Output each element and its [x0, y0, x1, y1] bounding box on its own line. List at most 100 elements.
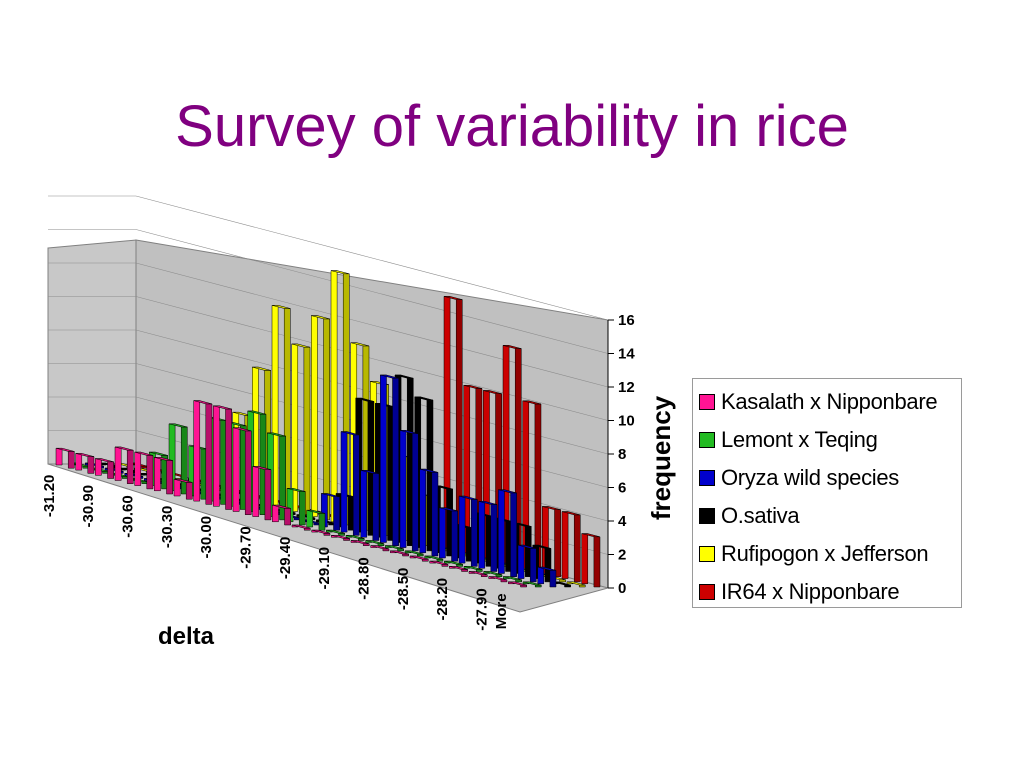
bar: [75, 453, 95, 474]
bar-top: [443, 296, 463, 300]
legend-swatch: [699, 470, 715, 486]
bar-side: [397, 548, 404, 552]
bar-side: [480, 574, 488, 577]
legend-swatch: [699, 584, 715, 600]
bar-top: [252, 366, 271, 371]
bar: [306, 509, 326, 531]
bar-side: [338, 533, 345, 536]
bar-top: [252, 466, 272, 470]
bar: [55, 447, 75, 469]
bar-side: [126, 449, 134, 484]
bar-top: [478, 501, 498, 505]
y-tick-label: 6: [618, 480, 626, 497]
bar-top: [173, 478, 193, 483]
bar-top: [272, 504, 291, 509]
bar: [444, 560, 463, 567]
bar-top: [463, 385, 483, 389]
x-tick-label: -30.30: [159, 506, 176, 549]
y-tick-label: 0: [618, 580, 626, 597]
bar-top: [498, 489, 517, 494]
bar: [483, 571, 503, 577]
bar-front: [291, 343, 299, 512]
bar: [360, 470, 380, 541]
bar-top: [350, 540, 370, 544]
bar-front: [252, 466, 260, 517]
bar: [409, 555, 429, 562]
bar-top: [522, 581, 542, 586]
bar: [370, 545, 390, 552]
bar: [503, 576, 522, 583]
bar-top: [537, 566, 557, 571]
bar-side: [461, 569, 468, 572]
bar-side: [520, 584, 527, 588]
x-tick-label: -31.20: [41, 475, 58, 518]
bar-front: [340, 431, 348, 533]
y-tick-label: 4: [618, 513, 627, 530]
bar-front: [232, 427, 240, 512]
legend-swatch: [699, 508, 715, 524]
legend-label: Oryza wild species: [721, 465, 899, 490]
bar-side: [573, 514, 581, 583]
bar-front: [330, 270, 338, 523]
bar: [561, 511, 581, 583]
bar-top: [385, 545, 404, 550]
bar-top: [227, 422, 247, 427]
x-tick-label: -30.00: [198, 516, 215, 559]
bar: [537, 566, 557, 588]
bar-side: [534, 584, 542, 588]
bar: [468, 571, 488, 577]
bar-front: [517, 544, 525, 579]
bar-front: [193, 400, 201, 502]
y-tick-label: 2: [618, 547, 626, 564]
bar-top: [434, 485, 453, 490]
bar-top: [439, 507, 458, 512]
legend-item: Rufipogon x Jefferson: [699, 535, 955, 573]
bar-top: [267, 432, 286, 437]
bar-front: [498, 489, 505, 574]
bar: [517, 544, 537, 583]
legend-item: O.sativa: [699, 497, 955, 535]
bar-top: [561, 511, 581, 516]
bar-top: [193, 400, 213, 405]
bar: [390, 550, 409, 557]
bar-top: [321, 493, 340, 497]
bar-top: [488, 576, 508, 581]
bar-top: [502, 345, 522, 349]
bar-front: [95, 458, 102, 476]
bar-front: [419, 468, 427, 554]
bar: [439, 507, 458, 562]
bar-top: [552, 581, 571, 586]
bar: [429, 560, 449, 567]
bar-top: [149, 451, 168, 456]
bar-top: [429, 560, 449, 565]
bar-side: [515, 579, 522, 583]
bar-front: [55, 447, 63, 466]
bar-front: [360, 470, 368, 538]
bar-side: [416, 553, 424, 557]
bar-side: [421, 558, 429, 562]
bar-front: [154, 457, 161, 492]
bar-side: [475, 569, 483, 572]
bar-side: [529, 548, 537, 583]
bar-top: [508, 581, 527, 586]
bar-top: [345, 535, 365, 539]
bar-top: [380, 374, 399, 379]
bar-top: [75, 453, 95, 457]
y-tick-label: 12: [618, 379, 635, 396]
x-tick-label: -28.80: [356, 557, 373, 600]
bar-side: [441, 564, 449, 567]
bar-top: [542, 506, 561, 510]
bar-front: [439, 507, 446, 559]
bar-side: [500, 579, 508, 583]
bar-top: [517, 544, 537, 549]
bar-front: [114, 446, 122, 481]
bar-top: [232, 427, 252, 432]
x-tick-label: -29.10: [316, 547, 333, 590]
x-tick-label: -28.50: [395, 568, 412, 611]
bar-side: [495, 574, 503, 577]
bar: [291, 343, 311, 515]
bar-side: [343, 538, 350, 541]
bar-front: [581, 533, 589, 585]
bar-front: [561, 511, 569, 579]
